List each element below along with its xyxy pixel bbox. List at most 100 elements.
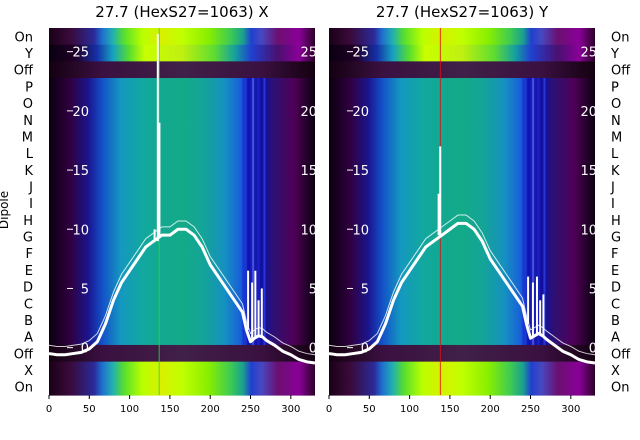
heatmap-row — [49, 28, 315, 46]
overlay-tick-label-right: 15 — [580, 164, 597, 179]
heatmap-band — [532, 78, 535, 345]
heatmap-panel-x: 27.7 (HexS27=1063) X 0 0 5 5 10 10 15 15 20 20 25 25… — [46, 3, 317, 415]
heatmap-band — [543, 78, 546, 345]
heatmap-row — [329, 378, 595, 396]
heatmap-band — [252, 78, 255, 345]
x-tick-label: 50 — [363, 404, 376, 415]
x-tick-label: 150 — [440, 404, 459, 415]
row-label-right: Off — [611, 347, 631, 362]
row-label-right: O — [611, 97, 621, 112]
panel-title: 27.7 (HexS27=1063) X — [95, 3, 268, 21]
overlay-tick-label: 0 — [81, 342, 89, 357]
row-label-left: M — [22, 130, 33, 145]
x-tick-label: 200 — [201, 404, 220, 415]
row-label-right: X — [611, 364, 620, 379]
heatmap-row — [329, 261, 595, 279]
row-label-left: Off — [14, 64, 34, 79]
heatmap-row — [49, 244, 315, 263]
row-label-left: Y — [24, 47, 33, 62]
heatmap-row — [49, 128, 315, 146]
overlay-tick-label-right: 20 — [300, 105, 317, 120]
heatmap-row — [329, 144, 595, 163]
x-tick-label: 0 — [46, 404, 52, 415]
row-label-right: L — [611, 147, 619, 162]
heatmap-row — [329, 361, 595, 379]
overlay-tick-label: 5 — [81, 282, 89, 297]
y-axis-label: Dipole — [0, 191, 11, 229]
heatmap-band — [536, 78, 540, 345]
heatmap-row — [49, 44, 315, 62]
overlay-tick-label: 20 — [352, 105, 369, 120]
overlay-tick-label: 10 — [72, 223, 89, 238]
row-label-right: F — [611, 247, 618, 262]
row-label-right: Off — [611, 64, 631, 79]
row-label-right: C — [611, 297, 620, 312]
row-label-left: D — [23, 281, 33, 296]
overlay-tick-label-right: 0 — [309, 342, 317, 357]
row-label-right: D — [611, 281, 621, 296]
heatmap-row — [329, 44, 595, 62]
overlay-curve-thin — [48, 220, 316, 356]
heatmap-row — [329, 78, 595, 96]
x-tick-label: 200 — [481, 404, 500, 415]
row-label-right: B — [611, 314, 620, 329]
row-label-left: H — [23, 214, 33, 229]
heatmap-row — [49, 178, 315, 196]
row-label-left: I — [29, 197, 33, 212]
overlay-curve — [48, 227, 316, 365]
x-tick-label: 250 — [241, 404, 260, 415]
overlay-tick-label-right: 15 — [300, 164, 317, 179]
overlay-tick-label: 15 — [72, 164, 89, 179]
row-label-left: K — [24, 164, 33, 179]
row-label-left: O — [23, 97, 33, 112]
overlay-tick-label: 25 — [72, 46, 89, 61]
row-label-left: On — [15, 30, 33, 45]
heatmap-band — [522, 78, 525, 345]
overlay-tick-label: 15 — [352, 164, 369, 179]
heatmap-row — [329, 311, 595, 329]
row-label-left: J — [28, 180, 33, 195]
row-label-right: On — [611, 381, 629, 396]
overlay-tick-label: 5 — [361, 282, 369, 297]
heatmap-band — [527, 78, 531, 345]
row-label-right: K — [611, 164, 620, 179]
heatmap-panel-y: 27.7 (HexS27=1063) Y 0 0 5 5 10 10 15 15 20 20 25 25… — [326, 3, 597, 415]
row-label-left: P — [25, 80, 33, 95]
x-tick-label: 100 — [120, 404, 139, 415]
heatmap-row — [49, 61, 315, 79]
heatmap-row — [49, 261, 315, 279]
row-label-right: On — [611, 30, 629, 45]
heatmap-row — [49, 311, 315, 329]
overlay-tick-label-right: 10 — [300, 223, 317, 238]
heatmap-row — [49, 144, 315, 163]
overlay-tick-label-right: 25 — [300, 46, 317, 61]
heatmap-band — [242, 78, 245, 345]
heatmap-row — [329, 61, 595, 79]
overlay-tick-label: 25 — [352, 46, 369, 61]
row-label-left: On — [15, 381, 33, 396]
row-label-left: B — [24, 314, 33, 329]
heatmap-row — [49, 294, 315, 313]
row-label-left: Off — [14, 347, 34, 362]
row-label-right: G — [611, 231, 621, 246]
heatmap-band — [247, 78, 251, 345]
row-label-right: J — [610, 180, 615, 195]
heatmap-row — [329, 194, 595, 213]
row-label-left: X — [24, 364, 33, 379]
heatmap-row — [329, 344, 595, 363]
row-label-left: G — [23, 231, 33, 246]
x-tick-label: 300 — [281, 404, 300, 415]
heatmap-row — [329, 128, 595, 146]
overlay-tick-label: 10 — [352, 223, 369, 238]
row-label-right: A — [611, 331, 620, 346]
heatmap-row — [49, 378, 315, 396]
overlay-tick-label-right: 25 — [580, 46, 597, 61]
row-label-right: E — [611, 264, 619, 279]
x-tick-label: 300 — [561, 404, 580, 415]
x-tick-label: 100 — [400, 404, 419, 415]
heatmap-row — [49, 78, 315, 96]
heatmap-row — [49, 194, 315, 213]
overlay-tick-label-right: 0 — [589, 342, 597, 357]
